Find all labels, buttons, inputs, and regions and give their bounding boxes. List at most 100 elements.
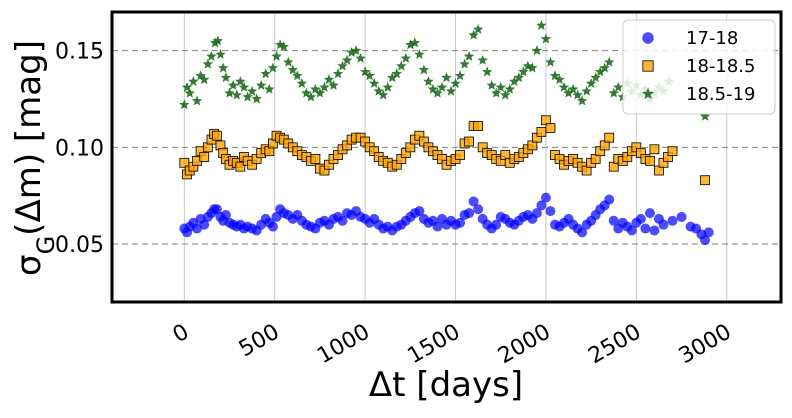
data-point [391,68,403,79]
data-point [649,225,660,236]
data-point [188,76,199,87]
data-point [536,20,547,30]
data-point [477,54,488,65]
data-point [184,87,195,98]
data-point [703,227,714,238]
data-point [473,121,484,131]
legend: 17-18 18-18.5 18.5-19 [622,19,776,115]
data-point [667,146,678,157]
legend-marker [642,32,654,44]
data-point [527,62,538,73]
data-point [332,68,344,79]
data-point [608,215,619,226]
data-point [432,221,443,232]
series-17-18 [179,192,714,246]
data-point [585,78,597,88]
data-point [635,213,646,224]
data-point [536,126,547,137]
data-point [341,54,353,65]
data-point [396,60,407,71]
data-point [337,60,348,71]
data-point [323,74,335,85]
data-point [328,79,339,90]
data-point [231,89,242,100]
data-point [198,74,210,85]
data-point [418,64,430,75]
data-point [271,50,282,61]
data-point [427,83,439,94]
data-point [518,66,529,77]
data-point [414,206,425,217]
data-point [700,175,710,186]
points-layer [179,20,714,246]
data-point [267,62,279,73]
data-point [468,29,479,40]
data-point [432,87,443,98]
data-point [436,81,448,92]
y-tick-label: 0.05 [55,233,104,258]
data-point [504,83,516,94]
data-point [590,72,601,83]
series-18-18.5 [179,115,710,186]
legend-label: 18-18.5 [686,56,755,77]
data-point [464,136,475,147]
data-point [700,235,711,246]
data-point [220,72,232,83]
data-point [409,37,421,48]
data-point [217,62,229,73]
data-point [473,204,484,215]
data-point [649,144,660,155]
data-point [211,204,222,215]
legend-label: 17-18 [686,28,738,49]
data-point [211,130,222,141]
data-point [368,78,380,88]
data-point [495,81,506,92]
data-point [191,95,203,106]
data-point [220,210,231,220]
data-point [195,70,206,81]
data-point [481,66,493,77]
data-point [491,219,502,230]
data-point [468,196,479,207]
data-point [581,85,592,96]
data-point [604,132,615,143]
data-point [283,56,294,67]
data-point [567,83,579,94]
data-point [179,99,190,110]
data-point [500,89,511,100]
data-point [235,161,246,172]
data-point [644,208,655,219]
data-point [400,52,412,63]
data-point [455,217,466,228]
data-point [414,49,425,59]
data-point [509,76,520,87]
legend-box [622,19,776,115]
data-point [199,219,210,230]
data-point [255,79,267,90]
data-point [364,70,375,81]
data-point [224,87,235,98]
data-point [212,35,224,46]
data-point [377,89,389,100]
data-point [292,70,303,81]
data-point [350,45,362,56]
data-point [545,56,556,67]
data-point [540,192,551,203]
data-point [676,211,687,222]
data-point [667,215,678,226]
data-point [181,81,193,92]
data-point [206,50,217,61]
legend-label: 18.5-19 [686,84,755,105]
data-point [319,81,330,92]
data-point [301,87,312,98]
data-point [267,221,278,232]
data-point [242,91,253,102]
data-point [310,83,321,94]
data-point [445,85,457,96]
data-point [699,110,711,121]
plot-frame [110,10,783,304]
data-point [604,194,615,205]
data-point [490,87,502,98]
